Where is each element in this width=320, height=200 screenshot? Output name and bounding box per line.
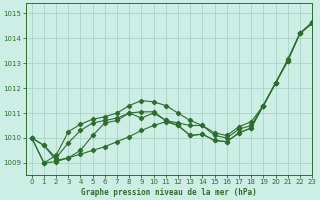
X-axis label: Graphe pression niveau de la mer (hPa): Graphe pression niveau de la mer (hPa) <box>81 188 257 197</box>
